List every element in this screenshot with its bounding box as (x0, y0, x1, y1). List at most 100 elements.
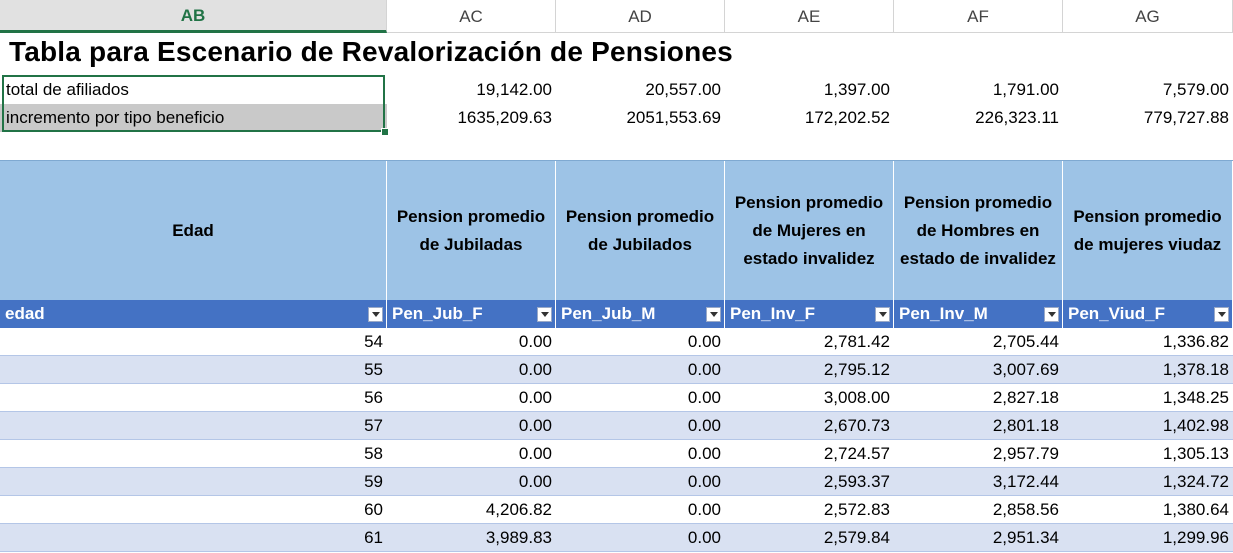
table-header-1[interactable]: Pension promedio de Jubiladas (387, 161, 556, 301)
filter-dropdown-icon[interactable] (1044, 307, 1059, 322)
column-header-ad[interactable]: AD (556, 0, 725, 33)
summary-value[interactable]: 172,202.52 (804, 108, 890, 127)
table-cell[interactable]: 2,827.18 (992, 388, 1059, 407)
table-cell[interactable]: 1,402.98 (1162, 416, 1229, 435)
field-header-label: Pen_Inv_M (899, 304, 988, 323)
table-cell[interactable]: 0.00 (518, 332, 552, 351)
summary-value[interactable]: 226,323.11 (975, 108, 1059, 127)
table-cell[interactable]: 4,206.82 (485, 500, 552, 519)
table-cell[interactable]: 60 (364, 500, 383, 519)
table-row: 55 0.00 0.00 2,795.12 3,007.69 1,378.18 (0, 356, 1233, 384)
table-cell[interactable]: 2,670.73 (823, 416, 890, 435)
table-cell[interactable]: 1,348.25 (1162, 388, 1229, 407)
table-cell[interactable]: 0.00 (687, 500, 721, 519)
field-header-label: Pen_Jub_M (561, 304, 656, 323)
table-header-2[interactable]: Pension promedio de Jubilados (556, 161, 725, 301)
summary-value[interactable]: 7,579.00 (1162, 80, 1229, 99)
table-cell[interactable]: 3,008.00 (823, 388, 890, 407)
table-cell[interactable]: 2,801.18 (992, 416, 1059, 435)
field-header-pen_inv_f[interactable]: Pen_Inv_F (725, 300, 894, 328)
summary-value[interactable]: 1,397.00 (823, 80, 890, 99)
table-cell[interactable]: 3,172.44 (992, 472, 1059, 491)
table-cell[interactable]: 0.00 (687, 388, 721, 407)
table-cell[interactable]: 0.00 (687, 472, 721, 491)
column-header-ag[interactable]: AG (1063, 0, 1233, 33)
table-cell[interactable]: 2,593.37 (823, 472, 890, 491)
summary-value[interactable]: 1,791.00 (992, 80, 1059, 99)
table-cell[interactable]: 2,781.42 (823, 332, 890, 351)
table-header-3[interactable]: Pension promedio de Mujeres en estado in… (725, 161, 894, 301)
table-header-row: Edad Pension promedio de Jubiladas Pension… (0, 160, 1233, 301)
table-cell[interactable]: 61 (364, 528, 383, 547)
table-row: 54 0.00 0.00 2,781.42 2,705.44 1,336.82 (0, 328, 1233, 356)
field-header-pen_jub_m[interactable]: Pen_Jub_M (556, 300, 725, 328)
summary-value[interactable]: 1635,209.63 (457, 108, 552, 127)
field-header-label: Pen_Viud_F (1068, 304, 1165, 323)
field-header-label: edad (5, 304, 45, 323)
table-cell[interactable]: 57 (364, 416, 383, 435)
column-header-af[interactable]: AF (894, 0, 1063, 33)
table-cell[interactable]: 54 (364, 332, 383, 351)
table-cell[interactable]: 0.00 (687, 332, 721, 351)
table-row: 59 0.00 0.00 2,593.37 3,172.44 1,324.72 (0, 468, 1233, 496)
table-cell[interactable]: 1,299.96 (1162, 528, 1229, 547)
table-header-text: Edad (172, 221, 214, 240)
summary-row: incremento por tipo beneficio 1635,209.63… (0, 104, 1233, 132)
filter-dropdown-icon[interactable] (706, 307, 721, 322)
table-cell[interactable]: 0.00 (687, 416, 721, 435)
table-cell[interactable]: 56 (364, 388, 383, 407)
table-cell[interactable]: 0.00 (518, 444, 552, 463)
table-cell[interactable]: 58 (364, 444, 383, 463)
field-header-edad[interactable]: edad (0, 300, 387, 328)
summary-value[interactable]: 20,557.00 (645, 80, 721, 99)
table-cell[interactable]: 0.00 (518, 416, 552, 435)
table-cell[interactable]: 2,795.12 (823, 360, 890, 379)
table-cell[interactable]: 2,957.79 (992, 444, 1059, 463)
field-header-pen_viud_f[interactable]: Pen_Viud_F (1063, 300, 1233, 328)
table-cell[interactable]: 1,380.64 (1162, 500, 1229, 519)
table-cell[interactable]: 0.00 (518, 388, 552, 407)
table-header-text: Pension promedio de Mujeres en estado in… (734, 193, 884, 268)
table-cell[interactable]: 1,378.18 (1162, 360, 1229, 379)
table-cell[interactable]: 2,858.56 (992, 500, 1059, 519)
table-cell[interactable]: 0.00 (687, 444, 721, 463)
table-cell[interactable]: 0.00 (518, 472, 552, 491)
column-header-ae[interactable]: AE (725, 0, 894, 33)
filter-dropdown-icon[interactable] (368, 307, 383, 322)
filter-dropdown-icon[interactable] (875, 307, 890, 322)
filter-dropdown-icon[interactable] (537, 307, 552, 322)
table-cell[interactable]: 1,336.82 (1162, 332, 1229, 351)
table-cell[interactable]: 2,951.34 (992, 528, 1059, 547)
table-cell[interactable]: 2,724.57 (823, 444, 890, 463)
summary-value[interactable]: 2051,553.69 (626, 108, 721, 127)
field-header-pen_inv_m[interactable]: Pen_Inv_M (894, 300, 1063, 328)
column-header-ac[interactable]: AC (387, 0, 556, 33)
table-cell[interactable]: 3,989.83 (485, 528, 552, 547)
table-row: 58 0.00 0.00 2,724.57 2,957.79 1,305.13 (0, 440, 1233, 468)
table-cell[interactable]: 1,324.72 (1162, 472, 1229, 491)
table-cell[interactable]: 1,305.13 (1162, 444, 1229, 463)
table-header-text: Pension promedio de Hombres en estado de… (900, 193, 1056, 268)
fill-handle[interactable] (381, 128, 389, 136)
summary-value[interactable]: 779,727.88 (1143, 108, 1229, 127)
table-cell[interactable]: 3,007.69 (992, 360, 1059, 379)
table-cell[interactable]: 2,579.84 (823, 528, 890, 547)
table-header-0[interactable]: Edad (0, 161, 387, 301)
table-row: 61 3,989.83 0.00 2,579.84 2,951.34 1,299.96 (0, 524, 1233, 552)
table-cell[interactable]: 55 (364, 360, 383, 379)
table-cell[interactable]: 59 (364, 472, 383, 491)
table-cell[interactable]: 2,572.83 (823, 500, 890, 519)
table-header-4[interactable]: Pension promedio de Hombres en estado de… (894, 161, 1063, 301)
table-header-5[interactable]: Pension promedio de mujeres viudaz (1063, 161, 1233, 301)
filter-dropdown-icon[interactable] (1214, 307, 1229, 322)
summary-label[interactable]: incremento por tipo beneficio (0, 104, 387, 132)
table-cell[interactable]: 0.00 (687, 528, 721, 547)
summary-value[interactable]: 19,142.00 (476, 80, 552, 99)
table-cell[interactable]: 2,705.44 (992, 332, 1059, 351)
table-cell[interactable]: 0.00 (687, 360, 721, 379)
table-cell[interactable]: 0.00 (518, 360, 552, 379)
column-header-ab[interactable]: AB (0, 0, 387, 33)
summary-label[interactable]: total de afiliados (6, 80, 129, 99)
field-header-pen_jub_f[interactable]: Pen_Jub_F (387, 300, 556, 328)
field-header-label: Pen_Jub_F (392, 304, 483, 323)
